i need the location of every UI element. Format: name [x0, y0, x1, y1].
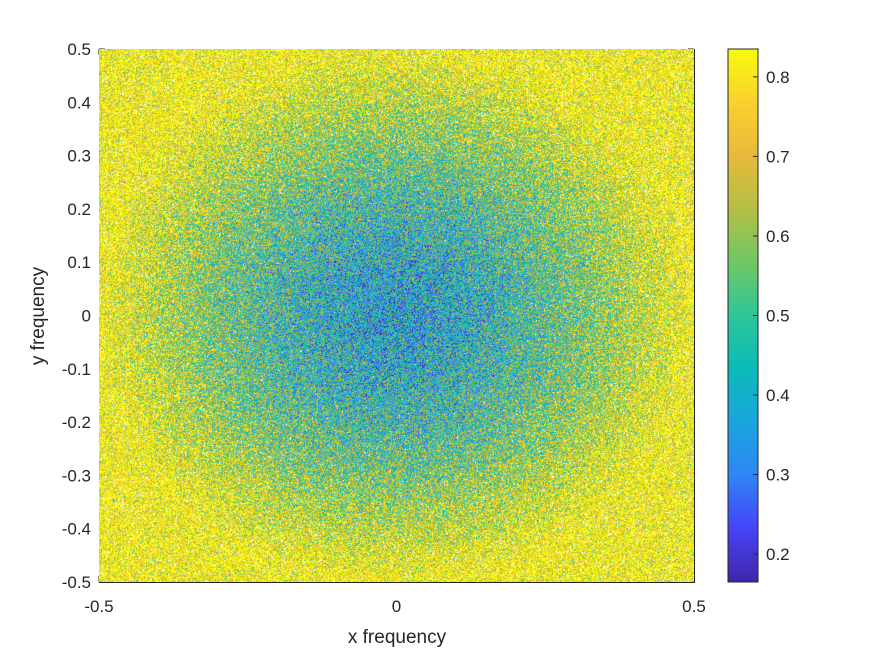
y-tick-label: 0.3: [67, 147, 91, 166]
y-tick-label: -0.4: [62, 520, 91, 539]
colorbar-tick-label: 0.7: [766, 147, 790, 166]
y-axis-label: y frequency: [28, 266, 49, 365]
colorbar-tick-label: 0.8: [766, 68, 790, 87]
y-tick-label: 0.4: [67, 93, 91, 112]
y-tick-label: 0: [82, 307, 91, 326]
y-tick-label: -0.1: [62, 360, 91, 379]
colorbar-tick-label: 0.6: [766, 227, 790, 246]
colorbar-tick-label: 0.4: [766, 386, 790, 405]
heatmap-image: [99, 49, 694, 582]
y-tick-label: -0.3: [62, 466, 91, 485]
colorbar-tick-label: 0.5: [766, 307, 790, 326]
y-tick-label: 0.2: [67, 200, 91, 219]
y-tick-label: 0.5: [67, 40, 91, 59]
y-axis-ticks: 0.5 0.4 0.3 0.2 0.1 0 -0.1 -0.2 -0.3 -0.4 -0.5: [62, 40, 694, 592]
x-tick-label: 0.5: [682, 597, 706, 616]
colorbar-tick-label: 0.3: [766, 466, 790, 485]
y-tick-label: 0.1: [67, 253, 91, 272]
y-tick-label: -0.5: [62, 573, 91, 592]
x-tick-label: -0.5: [84, 597, 113, 616]
x-tick-label: 0: [392, 597, 401, 616]
y-tick-label: -0.2: [62, 413, 91, 432]
colorbar-tick-label: 0.2: [766, 545, 790, 564]
colorbar-ticks: 0.8 0.7 0.6 0.5 0.4 0.3 0.2: [753, 68, 790, 564]
x-axis-label: x frequency: [348, 627, 447, 648]
